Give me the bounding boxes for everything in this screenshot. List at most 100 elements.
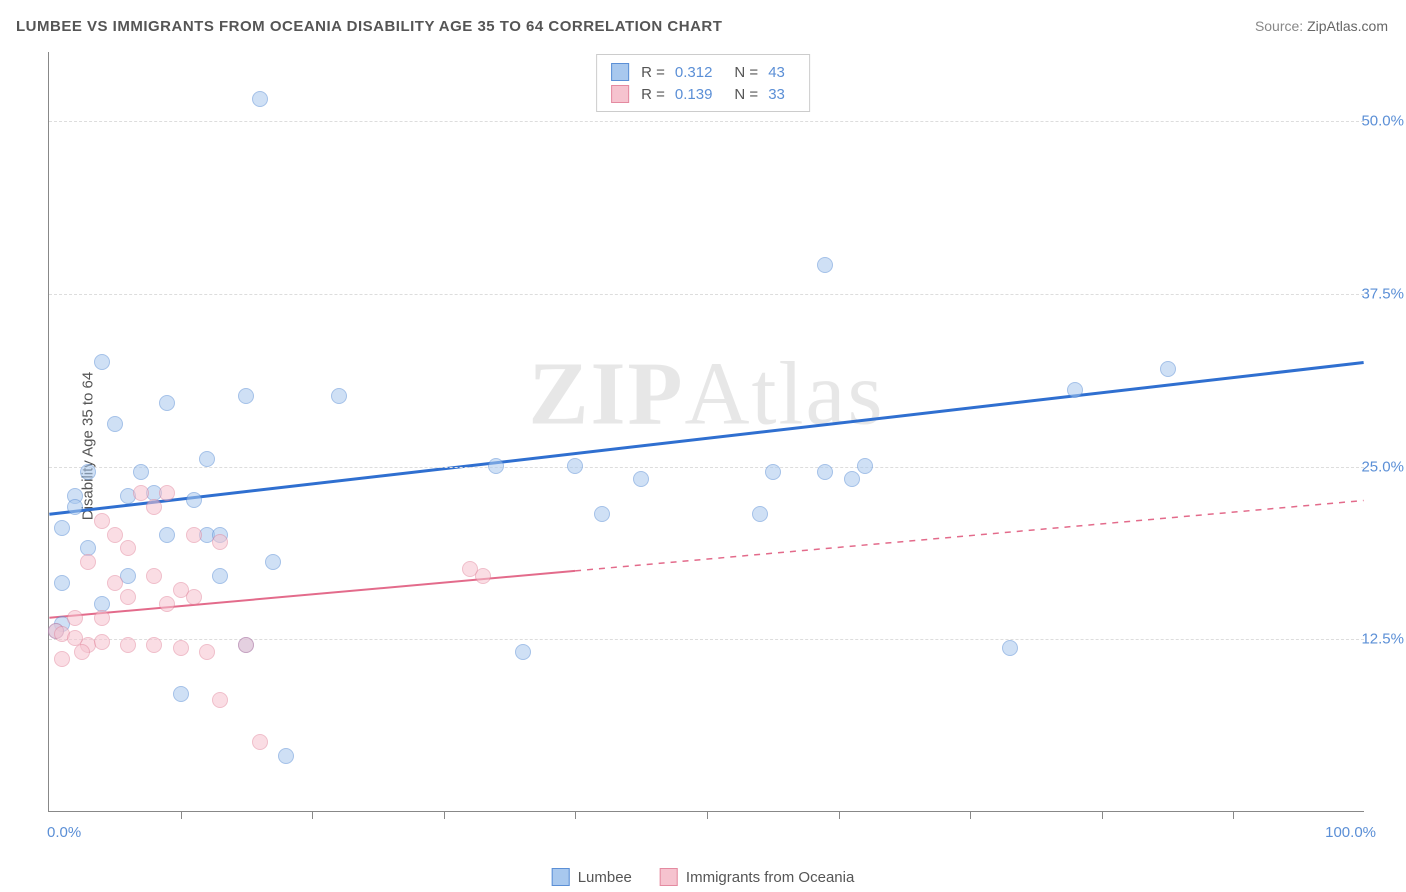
scatter-point [67,499,83,515]
trendline-dashed [575,501,1364,571]
scatter-point [133,464,149,480]
stats-legend: R = 0.312 N = 43 R = 0.139 N = 33 [596,54,810,112]
x-tick [1102,811,1103,819]
legend-swatch [611,63,629,81]
scatter-point [54,575,70,591]
source-credit: Source: ZipAtlas.com [1255,18,1388,34]
n-value: 43 [768,64,785,81]
scatter-point [80,554,96,570]
n-value: 33 [768,86,785,103]
legend-label: Lumbee [578,869,632,886]
legend-row: R = 0.139 N = 33 [611,83,795,105]
scatter-point [212,568,228,584]
scatter-point [752,506,768,522]
scatter-point [94,610,110,626]
scatter-point [107,575,123,591]
scatter-point [159,527,175,543]
scatter-point [765,464,781,480]
scatter-point [265,554,281,570]
x-tick [839,811,840,819]
scatter-point [633,471,649,487]
scatter-point [159,485,175,501]
scatter-point [159,596,175,612]
scatter-point [817,464,833,480]
scatter-point [186,527,202,543]
x-tick [970,811,971,819]
series-legend: Lumbee Immigrants from Oceania [552,868,855,886]
scatter-point [146,499,162,515]
watermark: ZIPAtlas [528,342,884,445]
scatter-point [54,520,70,536]
scatter-point [94,634,110,650]
gridline [49,121,1364,122]
scatter-point [212,692,228,708]
r-value: 0.139 [675,86,713,103]
plot-area: ZIPAtlas 0.0% 100.0% 12.5%25.0%37.5%50.0… [48,52,1364,812]
scatter-point [199,644,215,660]
source-label: Source: [1255,18,1303,34]
chart-title: LUMBEE VS IMMIGRANTS FROM OCEANIA DISABI… [16,18,722,35]
x-tick [575,811,576,819]
scatter-point [594,506,610,522]
legend-label: Immigrants from Oceania [686,869,854,886]
x-tick [444,811,445,819]
r-value: 0.312 [675,64,713,81]
legend-item: Immigrants from Oceania [660,868,854,886]
y-tick-label: 50.0% [1348,113,1404,130]
scatter-point [74,644,90,660]
scatter-point [107,527,123,543]
x-axis-min-label: 0.0% [47,824,81,841]
scatter-point [1067,382,1083,398]
scatter-point [186,589,202,605]
n-label: N = [734,64,758,81]
scatter-point [94,513,110,529]
legend-swatch [552,868,570,886]
scatter-point [173,640,189,656]
x-axis-max-label: 100.0% [1325,824,1376,841]
trendline [49,363,1363,515]
gridline [49,467,1364,468]
x-tick [1233,811,1234,819]
scatter-point [238,388,254,404]
scatter-point [146,568,162,584]
scatter-point [107,416,123,432]
scatter-point [515,644,531,660]
scatter-point [133,485,149,501]
scatter-point [159,395,175,411]
x-tick [312,811,313,819]
x-tick [181,811,182,819]
scatter-point [80,464,96,480]
x-tick [707,811,708,819]
scatter-point [1160,361,1176,377]
r-label: R = [641,64,665,81]
watermark-bold: ZIP [528,344,684,443]
scatter-point [817,257,833,273]
scatter-point [67,610,83,626]
scatter-point [488,458,504,474]
scatter-point [94,354,110,370]
scatter-point [844,471,860,487]
y-tick-label: 12.5% [1348,631,1404,648]
scatter-point [186,492,202,508]
legend-item: Lumbee [552,868,632,886]
gridline [49,294,1364,295]
r-label: R = [641,86,665,103]
scatter-point [1002,640,1018,656]
scatter-point [212,534,228,550]
scatter-point [120,637,136,653]
scatter-point [173,686,189,702]
scatter-point [238,637,254,653]
scatter-point [199,451,215,467]
scatter-point [475,568,491,584]
y-tick-label: 37.5% [1348,285,1404,302]
scatter-point [252,91,268,107]
scatter-point [54,651,70,667]
legend-swatch [660,868,678,886]
legend-swatch [611,85,629,103]
scatter-point [278,748,294,764]
scatter-point [120,540,136,556]
scatter-point [857,458,873,474]
legend-row: R = 0.312 N = 43 [611,61,795,83]
n-label: N = [734,86,758,103]
scatter-point [252,734,268,750]
